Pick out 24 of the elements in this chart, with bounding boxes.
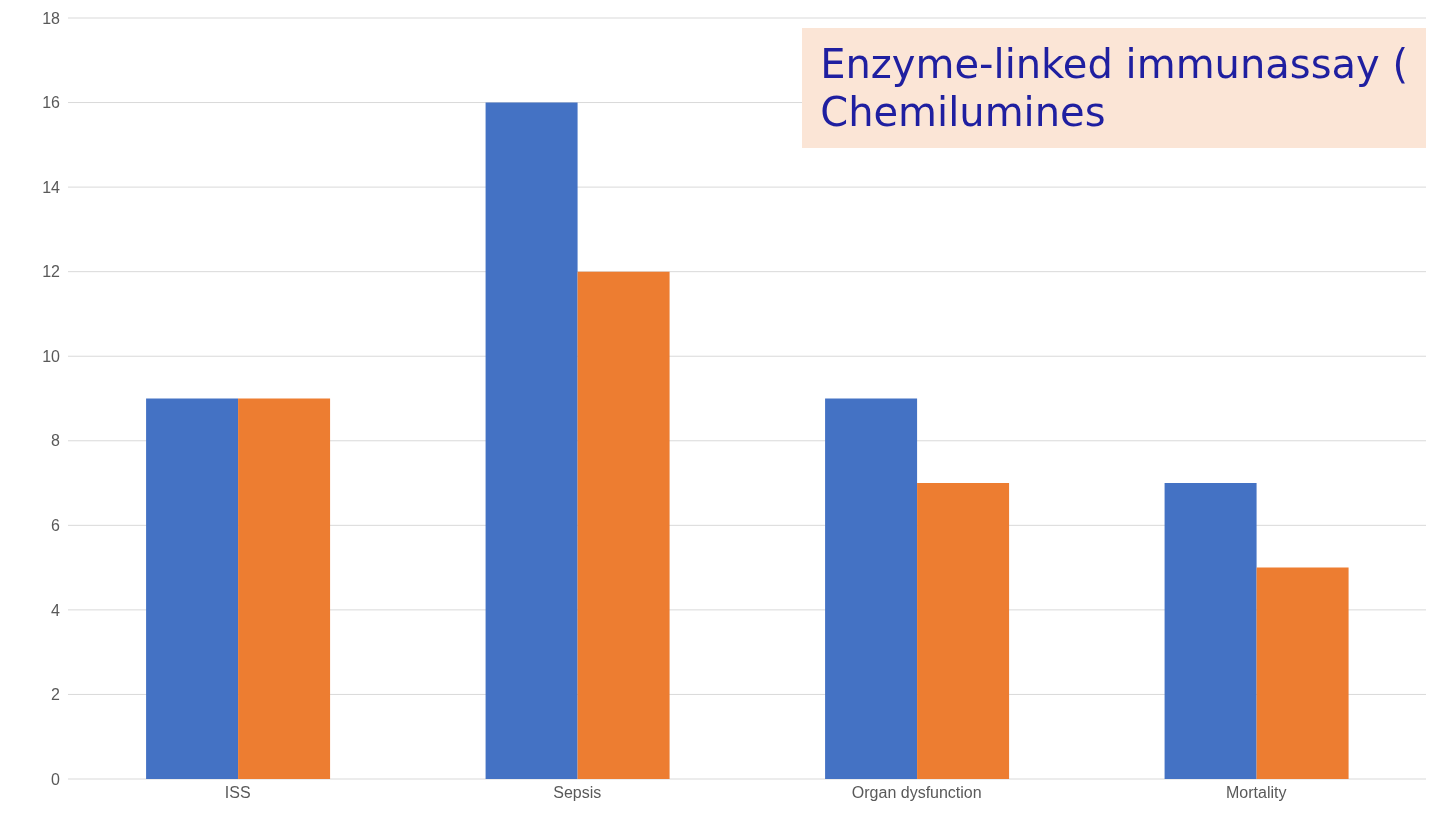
y-tick-label: 0: [51, 770, 61, 788]
y-tick-label: 4: [51, 601, 61, 619]
bar: [917, 483, 1010, 779]
y-tick-label: 10: [42, 347, 61, 365]
y-tick-label: 12: [42, 263, 61, 281]
bar: [1256, 567, 1349, 779]
x-tick-label: Mortality: [1226, 784, 1287, 802]
bar: [1164, 483, 1257, 779]
x-tick-label: Organ dysfunction: [851, 784, 982, 802]
bar: [238, 398, 331, 779]
y-tick-label: 2: [51, 686, 61, 704]
bar: [825, 398, 918, 779]
x-tick-label: ISS: [224, 784, 251, 802]
x-tick-label: Sepsis: [553, 784, 602, 802]
y-tick-label: 14: [42, 178, 61, 196]
bar: [577, 271, 670, 779]
bar: [146, 398, 239, 779]
annotation: Chemilumines: [820, 88, 1107, 136]
y-tick-label: 18: [42, 9, 61, 27]
y-tick-label: 6: [51, 517, 61, 535]
y-tick-label: 16: [42, 94, 61, 112]
annotation: Enzyme-linked immunassay (: [820, 40, 1408, 88]
y-tick-label: 8: [51, 432, 61, 450]
bar: [485, 102, 578, 779]
